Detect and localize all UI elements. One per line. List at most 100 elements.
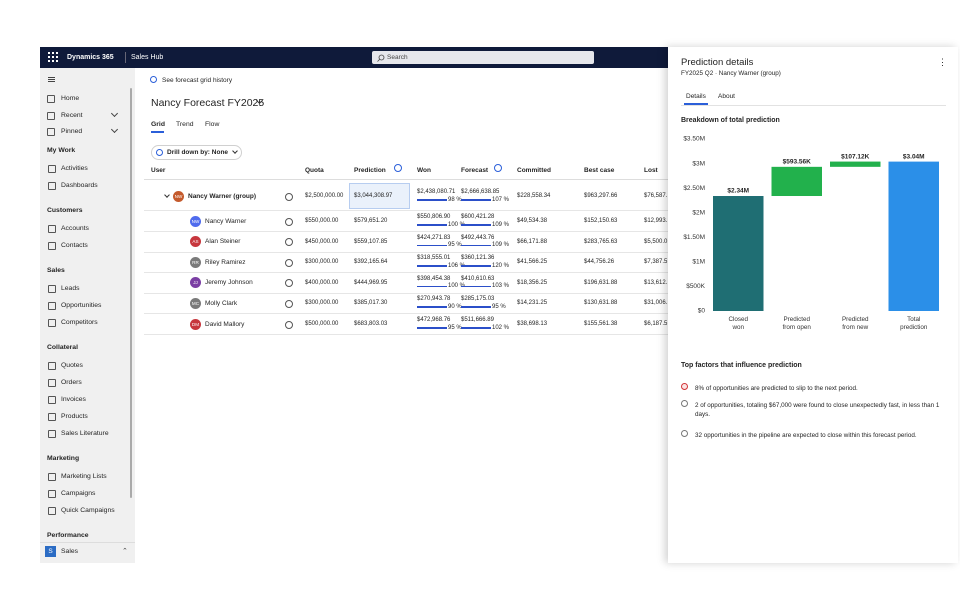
y-tick-label: $500K	[686, 283, 705, 290]
nav-item[interactable]: Products	[61, 412, 88, 420]
nav-item[interactable]: Dashboards	[61, 181, 98, 189]
percent: 100 %	[448, 283, 466, 290]
separator	[125, 52, 126, 63]
progress-bar	[417, 224, 447, 226]
column-header: Prediction	[354, 167, 386, 174]
nav-item[interactable]: Campaigns	[61, 489, 96, 497]
nav-item[interactable]: Invoices	[61, 395, 86, 403]
search-box[interactable]	[372, 51, 594, 64]
avatar: JJ	[190, 277, 201, 289]
x-tick-label: Total prediction	[900, 316, 928, 332]
nav-group-title: Customers	[47, 206, 83, 214]
nav-group-title: Collateral	[47, 343, 78, 351]
value-label: $3.04M	[903, 153, 925, 160]
nav-item[interactable]: Leads	[61, 284, 80, 292]
nav-item[interactable]: Contacts	[61, 241, 88, 249]
view-tab[interactable]: Trend	[176, 121, 194, 128]
area-badge: S	[45, 546, 56, 557]
area-switcher[interactable]: Sales	[61, 548, 79, 555]
progress-bar	[417, 265, 447, 267]
lost: $31,006.	[644, 300, 668, 307]
view-tab[interactable]: Flow	[205, 121, 220, 128]
nav-item[interactable]: Accounts	[61, 224, 89, 232]
tab-underline	[684, 103, 708, 105]
row-divider	[144, 272, 668, 274]
quota: $300,000.00	[305, 259, 339, 266]
column-header: Quota	[305, 167, 324, 174]
row-divider	[144, 231, 668, 232]
nav-item[interactable]: Quotes	[61, 361, 83, 369]
quota: $500,000.00	[305, 321, 339, 327]
panel-subtitle: FY2025 Q2 · Nancy Warner (group)	[681, 70, 781, 77]
nav-item[interactable]: Marketing Lists	[61, 472, 107, 480]
best-case: $44,756.26	[584, 259, 615, 266]
committed: $49,534.38	[517, 218, 548, 224]
nav-icon	[48, 241, 56, 250]
nav-item[interactable]: Quick Campaigns	[61, 506, 115, 514]
percent: 90 %	[448, 303, 462, 310]
area-name: Sales Hub	[131, 54, 164, 61]
nav-item[interactable]: Sales Literature	[61, 429, 109, 437]
nav-icon	[48, 361, 56, 370]
avatar: RR	[190, 256, 201, 268]
user-name: Jeremy Johnson	[205, 279, 253, 287]
nav-group-title: Sales	[47, 266, 65, 274]
drill-down-button[interactable]	[151, 145, 242, 160]
x-tick-label: Predicted from new	[841, 316, 869, 332]
progress-bar	[461, 199, 491, 201]
value-label: $2.34M	[727, 188, 749, 195]
best-case: $196,631.88	[584, 279, 618, 286]
prediction: $392,165.64	[354, 259, 388, 266]
percent: 109 %	[492, 242, 510, 249]
nav-item[interactable]: Recent	[61, 111, 83, 119]
nav-icon	[47, 111, 55, 120]
search-placeholder: Search	[387, 54, 408, 61]
lost: $76,587.	[644, 193, 668, 199]
lost: $6,187.5	[644, 321, 668, 327]
percent: 95 %	[492, 303, 506, 310]
column-header: User	[151, 167, 166, 174]
section-title: Breakdown of total prediction	[681, 117, 780, 124]
progress-bar	[417, 244, 447, 247]
nav-item[interactable]: Orders	[61, 378, 82, 386]
prediction: $3,044,308.97	[354, 193, 393, 199]
share-icon	[285, 238, 293, 247]
section-title: Top factors that influence prediction	[681, 362, 802, 369]
best-case: $130,631.88	[584, 300, 618, 307]
y-tick-label: $2M	[692, 209, 705, 216]
y-tick-label: $3.50M	[683, 136, 705, 143]
best-case: $963,297.66	[584, 193, 618, 199]
percent: 100 %	[448, 221, 466, 228]
drill-label: Drill down by: None	[167, 149, 229, 156]
lost: $7,387.5	[644, 259, 668, 266]
nav-item[interactable]: Home	[61, 95, 80, 102]
x-tick-label: Closed won	[728, 316, 749, 332]
nav-item[interactable]: Opportunities	[61, 301, 102, 309]
nav-icon	[48, 284, 56, 293]
view-tab[interactable]: Grid	[151, 121, 165, 128]
quota: $300,000.00	[305, 300, 339, 307]
nav-item[interactable]: Pinned	[61, 128, 83, 135]
app-name: Dynamics 365	[67, 54, 114, 61]
tab-underline	[151, 131, 164, 133]
percent: 107 %	[492, 196, 510, 203]
panel-tab[interactable]: Details	[686, 93, 706, 100]
bar	[888, 161, 939, 311]
avatar: MC	[190, 297, 201, 309]
progress-bar	[461, 224, 491, 226]
app-launcher[interactable]	[48, 52, 58, 62]
panel-tab[interactable]: About	[718, 93, 735, 100]
best-case: $155,561.38	[584, 321, 618, 327]
progress-bar	[461, 244, 491, 247]
nav-icon	[47, 95, 55, 103]
history-link[interactable]: See forecast grid history	[162, 77, 233, 84]
page-title: Nancy Forecast FY2025	[151, 97, 265, 109]
progress-bar	[461, 265, 491, 267]
menu-line	[48, 77, 55, 78]
nav-item[interactable]: Activities	[61, 164, 88, 172]
value-label: $593.56K	[783, 159, 811, 166]
share-icon	[285, 299, 293, 308]
nav-item[interactable]: Competitors	[61, 318, 98, 326]
committed: $66,171.88	[517, 238, 548, 245]
column-header: Forecast	[461, 167, 489, 174]
